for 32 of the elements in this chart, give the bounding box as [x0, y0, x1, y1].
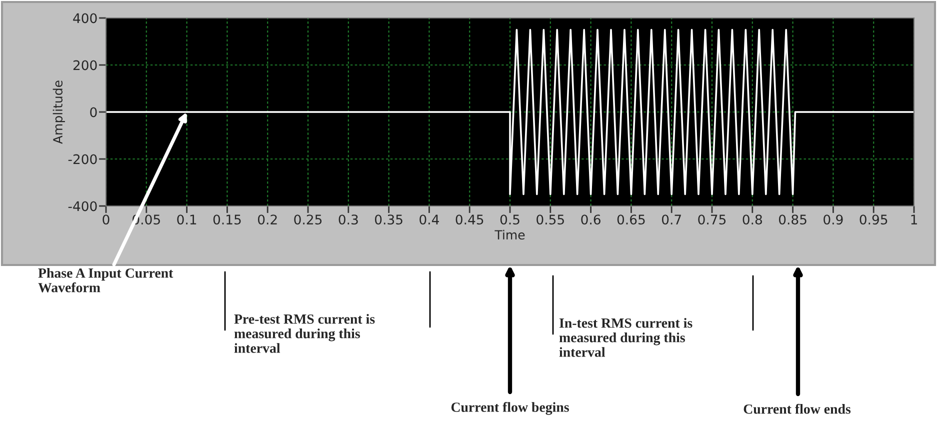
x-tick-label: 0.35 [374, 214, 402, 225]
x-tick-label: 0.55 [536, 214, 564, 225]
x-tick-label: 1 [911, 214, 917, 224]
y-tick-label: 400 [73, 13, 97, 24]
text: In-test RMS current is measured during this interval [559, 318, 692, 357]
x-tick-label: 0.25 [294, 214, 322, 225]
text: Current flow ends [744, 404, 851, 414]
x-tick-label: 0.4 [420, 214, 439, 225]
x-tick-label: 0.65 [617, 214, 645, 225]
x-tick-label: 0.2 [258, 214, 277, 225]
x-tick-label: 0.85 [778, 214, 806, 225]
x-tick-label: 0.9 [824, 214, 843, 225]
x-tick-label: 0.5 [500, 214, 520, 225]
y-tick-label: -400 [68, 201, 97, 212]
y-axis-title: Amplitude [52, 80, 65, 144]
x-axis-title: Time [494, 230, 525, 240]
x-tick-label: 0.6 [581, 214, 600, 225]
x-tick-label: 0.3 [338, 214, 358, 225]
x-tick-label: 0.1 [177, 214, 196, 225]
y-tick-label: 200 [73, 60, 97, 70]
x-tick-label: 0.95 [860, 214, 888, 225]
y-tick-label: -200 [68, 154, 97, 164]
text: Pre-test RMS current is measured during this interval [234, 314, 375, 353]
x-tick-label: 0.7 [662, 214, 681, 225]
x-tick-label: 0 [102, 214, 110, 225]
y-tick-label: 0 [90, 107, 97, 118]
annotation: Phase A Input Current Waveform [38, 268, 174, 292]
x-tick-label: 0.15 [213, 214, 241, 225]
text: Current flow begins [451, 402, 569, 415]
x-tick-label: 0.75 [698, 214, 726, 225]
x-tick-label: 0.45 [456, 214, 484, 225]
x-tick-label: 0.8 [742, 214, 762, 225]
